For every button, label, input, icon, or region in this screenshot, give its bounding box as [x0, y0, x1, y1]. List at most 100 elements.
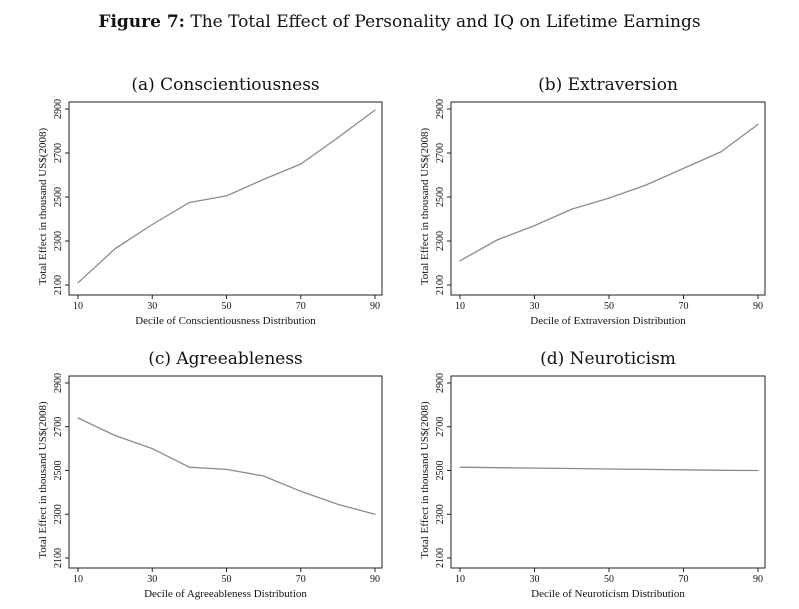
x-tick-label: 50	[222, 301, 232, 312]
y-axis-label: Total Effect in thousand US$(2008)	[37, 401, 49, 559]
panel-title: (b) Extraversion	[538, 75, 678, 95]
data-point	[300, 163, 302, 165]
chart-panel-d: (d) Neuroticism 10 30 50 70 90 2100 2300 2500 270…	[419, 349, 766, 600]
x-tick-label: 90	[370, 301, 380, 312]
y-axis-label: Total Effect in thousand US$(2008)	[419, 401, 431, 559]
y-tick-label: 2500	[435, 187, 446, 207]
data-point	[77, 282, 79, 284]
data-point	[77, 417, 79, 419]
data-point	[151, 223, 153, 226]
x-tick-label: 10	[455, 301, 465, 312]
data-point	[645, 468, 647, 471]
data-point	[496, 467, 498, 469]
plot-frame	[68, 101, 383, 296]
panel-title: (c) Agreeableness	[148, 349, 303, 369]
x-tick-label: 50	[222, 574, 232, 585]
data-point	[571, 467, 573, 470]
data-point	[608, 197, 610, 199]
y-tick-label: 2900	[435, 99, 446, 119]
x-tick-label: 10	[73, 301, 83, 312]
data-point	[114, 434, 116, 437]
y-tick-label: 2700	[435, 417, 446, 437]
x-tick-label: 90	[753, 301, 763, 312]
figure-label: Figure 7:	[98, 12, 185, 32]
y-tick-label: 2100	[53, 275, 64, 295]
y-tick-label: 2700	[53, 143, 64, 163]
x-tick-label: 70	[679, 574, 689, 585]
x-tick-label: 30	[530, 301, 540, 312]
data-point	[188, 201, 190, 204]
x-tick-label: 50	[604, 301, 614, 312]
panel-title: (d) Neuroticism	[540, 349, 676, 369]
panel-title: (a) Conscientiousness	[131, 75, 319, 95]
x-tick-label: 10	[455, 574, 465, 585]
y-tick-label: 2300	[435, 504, 446, 524]
x-tick-label: 70	[296, 301, 306, 312]
y-tick-label: 2900	[53, 373, 64, 393]
figure-caption: The Total Effect of Personality and IQ o…	[190, 12, 701, 32]
data-point	[757, 469, 759, 472]
y-tick-label: 2300	[53, 504, 64, 524]
plot-frame	[450, 375, 766, 569]
data-point	[720, 469, 722, 471]
x-tick-label: 30	[530, 574, 540, 585]
data-point	[682, 167, 685, 169]
data-point	[337, 137, 339, 139]
chart-panel-c: (c) Agreeableness 10 30 50 70 90 2100 2300 2500 2…	[37, 349, 383, 600]
data-point	[682, 469, 685, 471]
x-axis-label: Decile of Extraversion Distribution	[530, 315, 686, 327]
data-point	[225, 195, 228, 197]
data-point	[720, 151, 722, 153]
x-tick-label: 70	[679, 301, 689, 312]
plot-frame	[450, 101, 766, 296]
data-point	[459, 260, 461, 262]
data-point	[337, 503, 339, 506]
y-tick-label: 2300	[435, 231, 446, 251]
data-point	[459, 466, 461, 468]
data-point	[114, 248, 116, 250]
data-point	[608, 468, 610, 470]
y-axis-label: Total Effect in thousand US$(2008)	[419, 128, 431, 286]
data-point	[263, 178, 265, 180]
x-axis-label: Decile of Neuroticism Distribution	[531, 588, 685, 600]
data-point	[151, 448, 153, 450]
x-tick-label: 30	[147, 301, 157, 312]
x-axis-label: Decile of Conscientiousness Distribution	[135, 315, 316, 327]
data-point	[533, 467, 536, 469]
x-tick-label: 70	[296, 574, 306, 585]
series-line	[77, 417, 376, 515]
chart-panel-b: (b) Extraversion 10 30 50 70 90 2100 2300 2500 27…	[419, 75, 766, 327]
x-tick-label: 90	[370, 574, 380, 585]
y-tick-label: 2500	[435, 461, 446, 481]
x-tick-label: 50	[604, 574, 614, 585]
x-axis-label: Decile of Agreeableness Distribution	[144, 588, 307, 600]
y-tick-label: 2100	[435, 275, 446, 295]
chart-panel-a: (a) Conscientiousness 10 30 50 70 90 2100 2300 2…	[37, 75, 383, 327]
y-tick-label: 2900	[53, 99, 64, 119]
y-tick-label: 2100	[53, 548, 64, 568]
y-tick-label: 2500	[53, 461, 64, 481]
y-tick-label: 2700	[53, 417, 64, 437]
x-tick-label: 10	[73, 574, 83, 585]
data-point	[496, 239, 498, 241]
x-tick-label: 90	[753, 574, 763, 585]
y-tick-label: 2700	[435, 143, 446, 163]
y-tick-label: 2300	[53, 231, 64, 251]
data-point	[533, 225, 536, 227]
data-point	[374, 109, 376, 111]
data-point	[188, 466, 190, 468]
data-point	[757, 123, 759, 125]
data-point	[225, 468, 228, 471]
data-point	[300, 490, 302, 492]
plot-frame	[68, 375, 383, 569]
data-point	[263, 475, 265, 477]
y-tick-label: 2900	[435, 373, 446, 393]
x-tick-label: 30	[147, 574, 157, 585]
data-point	[374, 513, 376, 515]
figure-title: Figure 7: The Total Effect of Personalit…	[0, 12, 799, 32]
series-line	[459, 123, 759, 262]
y-axis-label: Total Effect in thousand US$(2008)	[37, 128, 49, 286]
data-point	[571, 208, 573, 210]
y-tick-label: 2100	[435, 548, 446, 568]
